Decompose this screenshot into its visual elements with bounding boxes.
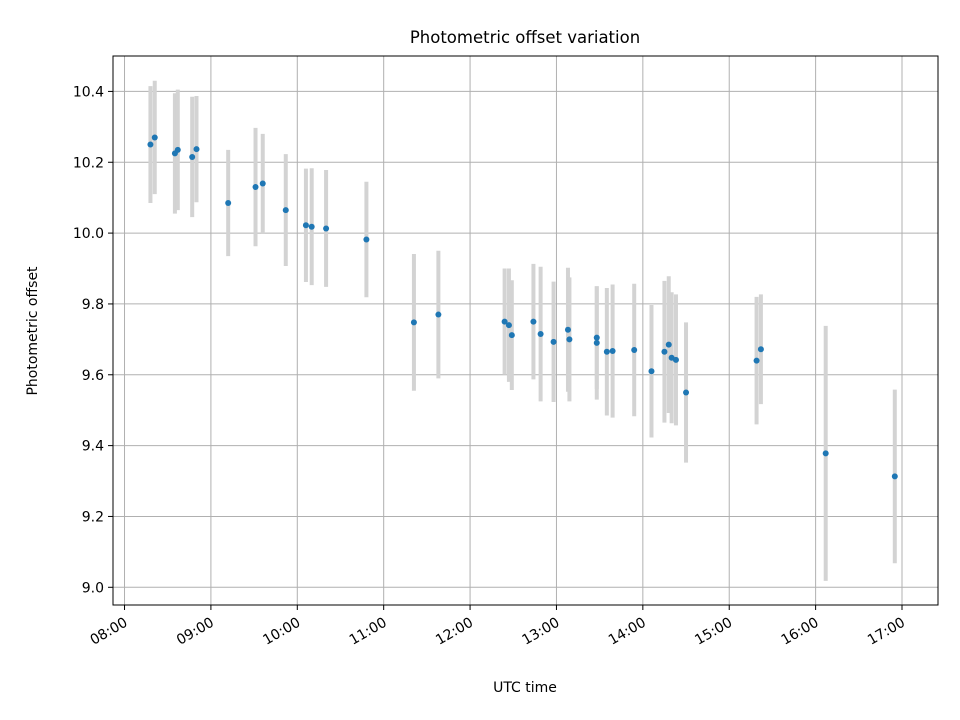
data-point — [537, 331, 544, 338]
data-point — [593, 339, 600, 346]
data-point — [672, 356, 679, 363]
data-point — [174, 146, 181, 153]
data-point — [151, 134, 158, 141]
data-point — [665, 341, 672, 348]
data-point — [252, 184, 259, 191]
data-point — [648, 368, 655, 375]
y-tick-label: 9.2 — [82, 509, 104, 525]
data-point — [822, 450, 829, 457]
data-point — [753, 357, 760, 364]
data-point — [501, 318, 508, 325]
y-tick-label: 9.8 — [82, 297, 104, 313]
data-point — [193, 146, 200, 153]
y-tick-label: 9.4 — [82, 439, 104, 455]
data-point — [566, 336, 573, 343]
data-point — [302, 222, 309, 229]
y-tick-label: 10.2 — [73, 155, 104, 171]
data-point — [683, 389, 690, 396]
y-tick-label: 9.6 — [82, 368, 104, 384]
data-point — [410, 319, 417, 326]
data-point — [564, 326, 571, 333]
data-point — [189, 153, 196, 160]
y-axis-label: Photometric offset — [25, 266, 41, 396]
data-point — [435, 311, 442, 318]
data-point — [147, 141, 154, 148]
data-point — [530, 318, 537, 325]
data-point — [609, 348, 616, 355]
data-point — [631, 346, 638, 353]
data-point — [593, 334, 600, 341]
data-point — [282, 207, 289, 214]
data-point — [259, 180, 266, 187]
grid — [113, 56, 938, 605]
data-point — [308, 223, 315, 230]
y-tick-label: 10.0 — [73, 226, 104, 242]
data-point — [505, 322, 512, 329]
chart-title: Photometric offset variation — [410, 28, 640, 47]
y-axis-ticks: 9.0 9.2 9.4 9.6 9.8 10.0 10.2 10.4 — [73, 84, 113, 596]
data-point — [323, 225, 330, 232]
data-point — [508, 332, 515, 339]
data-point — [757, 346, 764, 353]
data-point — [661, 348, 668, 355]
data-point — [363, 236, 370, 243]
plot-frame — [112, 55, 939, 606]
data-point — [891, 473, 898, 480]
data-point — [603, 348, 610, 355]
data-point — [550, 338, 557, 345]
y-tick-label: 10.4 — [73, 84, 104, 100]
y-tick-label: 9.0 — [82, 580, 104, 596]
x-axis-label: UTC time — [493, 680, 557, 696]
data-points — [147, 134, 898, 480]
data-point — [225, 199, 232, 206]
